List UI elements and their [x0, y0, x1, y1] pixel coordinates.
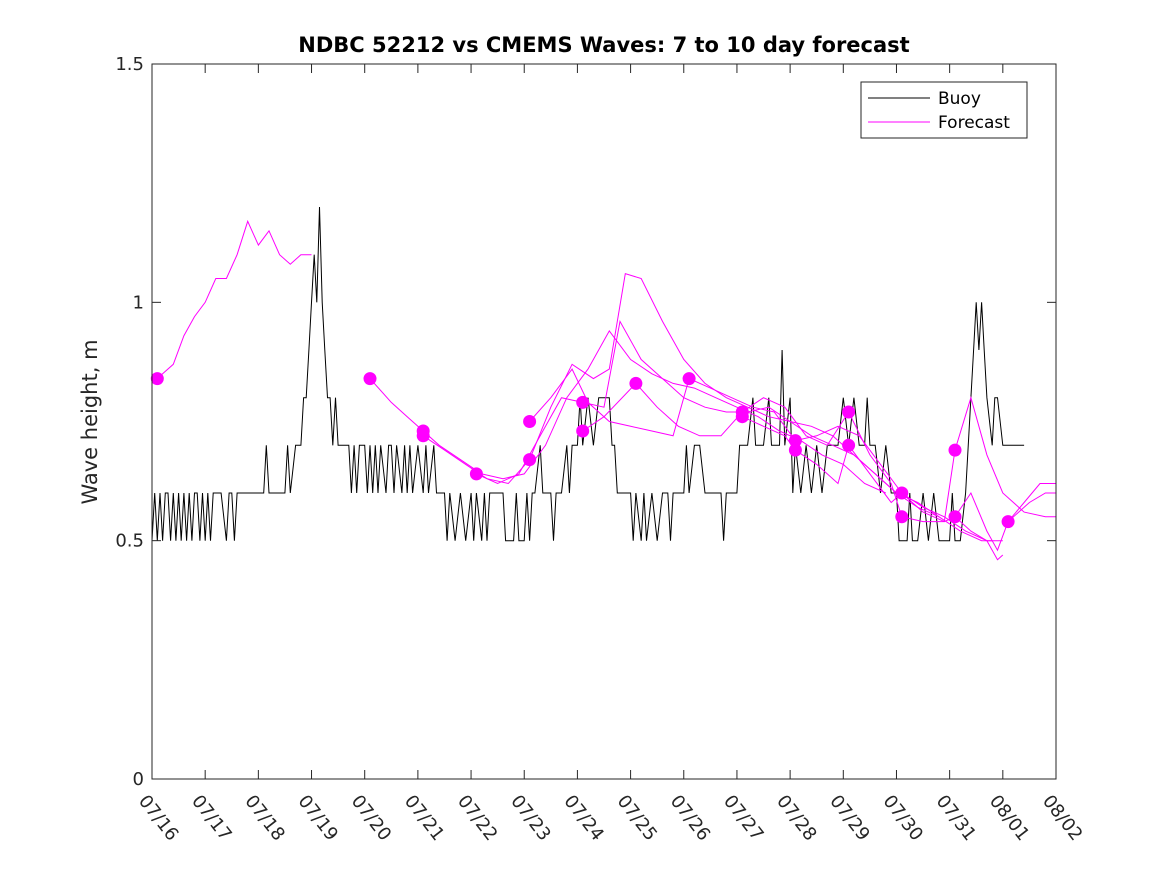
forecast-start-marker-16	[842, 405, 856, 419]
forecast-start-marker-9	[629, 376, 643, 390]
y-axis-label: Wave height, m	[78, 339, 102, 504]
forecast-series-line-6	[582, 382, 1056, 523]
forecast-start-marker-8	[576, 395, 590, 409]
forecast-start-marker-21	[1001, 515, 1015, 529]
y-tick-label-0: 0	[133, 769, 144, 790]
forecast-start-marker-19	[948, 510, 962, 524]
x-tick-label-0: 07/16	[134, 791, 182, 845]
x-tick-label-11: 07/27	[719, 791, 767, 845]
legend-label-buoy: Buoy	[938, 89, 981, 109]
y-tick-label-1: 0.5	[115, 531, 144, 552]
forecast-series-line-9	[1007, 483, 1056, 522]
buoy-series-line	[151, 206, 1025, 542]
legend: Buoy Forecast	[860, 81, 1028, 139]
forecast-start-marker-18	[895, 486, 909, 500]
forecast-markers	[150, 372, 1015, 529]
forecast-start-marker-12	[735, 405, 749, 419]
forecast-series-line-1	[156, 219, 312, 379]
axis-ticks: 07/16 07/17 07/18 07/19 07/20 07/21 07/22 07/23…	[115, 54, 1086, 845]
legend-label-forecast: Forecast	[938, 113, 1010, 133]
forecast-series-line-5	[529, 368, 1003, 542]
x-tick-label-14: 07/30	[879, 791, 927, 845]
x-tick-label-12: 07/28	[772, 791, 820, 845]
forecast-start-marker-6	[523, 415, 537, 428]
forecast-start-marker-0	[150, 372, 164, 386]
x-tick-label-8: 07/24	[559, 791, 607, 845]
x-tick-label-9: 07/25	[613, 791, 661, 845]
forecast-start-marker-4	[469, 467, 483, 481]
x-tick-label-16: 08/01	[985, 791, 1033, 845]
forecast-start-marker-20	[948, 443, 962, 457]
forecast-series-line-7	[742, 416, 1056, 552]
x-tick-label-10: 07/26	[666, 791, 714, 845]
series-layer	[151, 206, 1056, 561]
y-tick-label-2: 1	[133, 292, 144, 313]
forecast-start-marker-14	[788, 434, 802, 448]
forecast-series-line-8	[954, 516, 1004, 561]
x-tick-label-5: 07/21	[400, 791, 448, 845]
x-tick-label-4: 07/20	[347, 791, 395, 845]
x-tick-label-1: 07/17	[187, 791, 235, 845]
axes-frame	[151, 63, 1057, 780]
forecast-start-marker-10	[682, 372, 696, 386]
x-tick-label-13: 07/29	[825, 791, 873, 845]
forecast-series-line-3	[422, 273, 940, 518]
forecast-start-marker-7	[576, 424, 590, 438]
y-tick-label-3: 1.5	[115, 54, 144, 75]
x-tick-label-17: 08/02	[1038, 791, 1086, 845]
x-tick-label-7: 07/23	[506, 791, 554, 845]
x-tick-label-15: 07/31	[932, 791, 980, 845]
forecast-start-marker-15	[842, 438, 856, 452]
x-tick-label-2: 07/18	[240, 791, 288, 845]
forecast-start-marker-17	[895, 510, 909, 524]
legend-box	[860, 81, 1028, 139]
x-tick-label-3: 07/19	[294, 791, 342, 845]
forecast-start-marker-1	[363, 372, 377, 386]
chart-title: NDBC 52212 vs CMEMS Waves: 7 to 10 day f…	[298, 33, 909, 57]
forecast-series-line-4	[476, 319, 993, 542]
forecast-start-marker-13	[788, 443, 802, 457]
forecast-start-marker-5	[523, 453, 537, 467]
forecast-start-marker-3	[416, 424, 430, 438]
x-tick-label-6: 07/22	[453, 791, 501, 845]
